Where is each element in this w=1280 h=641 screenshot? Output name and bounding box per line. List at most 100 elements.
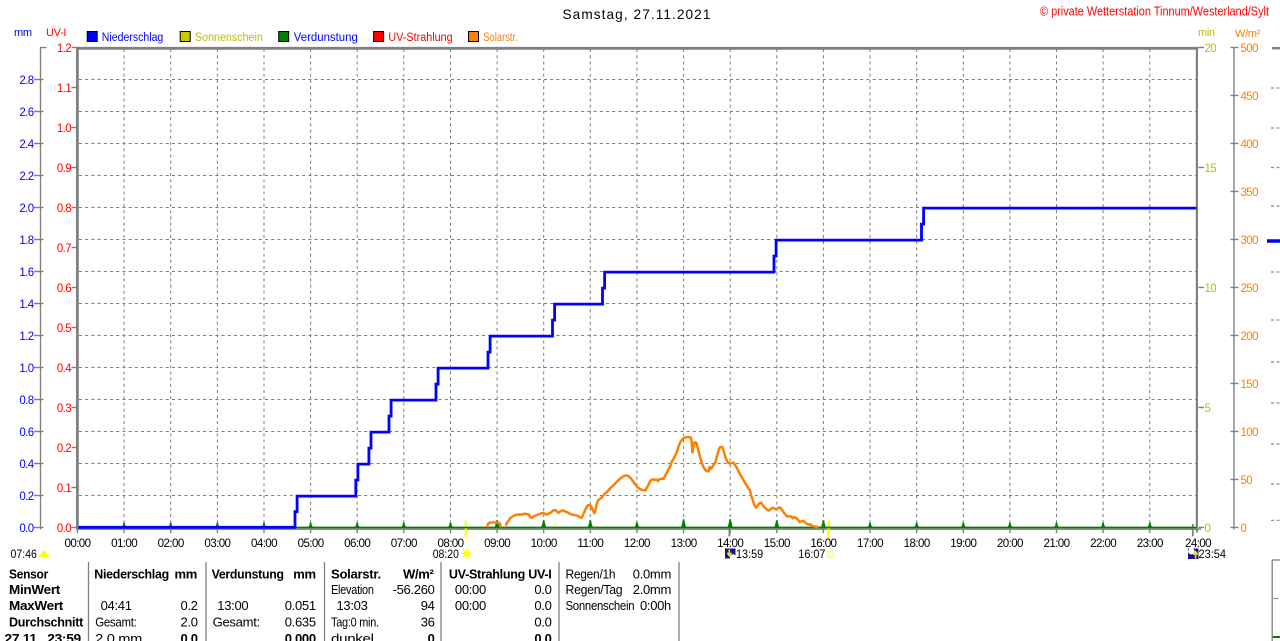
svg-text:2.4: 2.4 bbox=[19, 139, 34, 151]
svg-text:-56.260: -56.260 bbox=[393, 582, 435, 597]
svg-text:0.0: 0.0 bbox=[534, 631, 551, 641]
svg-text:400: 400 bbox=[1241, 139, 1259, 151]
svg-text:1.0: 1.0 bbox=[19, 363, 33, 375]
svg-text:13:59: 13:59 bbox=[736, 549, 763, 561]
svg-text:0.9: 0.9 bbox=[57, 163, 71, 175]
svg-text:0.7: 0.7 bbox=[57, 243, 71, 255]
svg-text:15:00: 15:00 bbox=[764, 538, 790, 550]
svg-text:0.0: 0.0 bbox=[534, 582, 551, 597]
svg-text:02:00: 02:00 bbox=[158, 538, 184, 550]
svg-text:04:00: 04:00 bbox=[251, 538, 277, 550]
svg-text:0.6: 0.6 bbox=[57, 283, 71, 295]
svg-text:20:00: 20:00 bbox=[997, 538, 1023, 550]
svg-text:23:54: 23:54 bbox=[1199, 549, 1227, 561]
svg-text:350: 350 bbox=[1241, 187, 1259, 199]
svg-text:10: 10 bbox=[1205, 283, 1217, 295]
svg-text:500: 500 bbox=[1241, 43, 1259, 55]
svg-text:20: 20 bbox=[1205, 43, 1217, 55]
svg-text:94: 94 bbox=[421, 598, 435, 613]
svg-text:min: min bbox=[1198, 27, 1215, 39]
svg-text:08:00: 08:00 bbox=[438, 538, 464, 550]
svg-text:0.3: 0.3 bbox=[57, 403, 71, 415]
svg-text:18:00: 18:00 bbox=[904, 538, 930, 550]
svg-text:200: 200 bbox=[1241, 331, 1259, 343]
svg-text:1.4: 1.4 bbox=[19, 299, 34, 311]
svg-text:Elevation: Elevation bbox=[331, 582, 374, 597]
svg-text:24:00: 24:00 bbox=[1185, 538, 1211, 550]
svg-text:1.1: 1.1 bbox=[57, 83, 71, 95]
svg-text:05:00: 05:00 bbox=[298, 538, 324, 550]
svg-text:1.2: 1.2 bbox=[57, 43, 71, 55]
svg-text:5: 5 bbox=[1205, 403, 1211, 415]
svg-text:0.0: 0.0 bbox=[19, 523, 33, 535]
svg-text:Sonnenschein: Sonnenschein bbox=[195, 32, 263, 44]
svg-text:mm: mm bbox=[293, 567, 316, 582]
svg-text:2.6: 2.6 bbox=[19, 107, 33, 119]
svg-text:09:00: 09:00 bbox=[484, 538, 510, 550]
svg-text:0.0mm: 0.0mm bbox=[633, 567, 671, 582]
svg-text:00:00: 00:00 bbox=[65, 538, 91, 550]
svg-text:0.2: 0.2 bbox=[181, 598, 198, 613]
svg-text:0.000: 0.000 bbox=[285, 631, 316, 641]
svg-text:04:41: 04:41 bbox=[101, 598, 132, 613]
svg-text:0.0: 0.0 bbox=[181, 631, 198, 641]
svg-text:1.6: 1.6 bbox=[19, 267, 33, 279]
svg-text:Gesamt:: Gesamt: bbox=[213, 615, 260, 630]
svg-text:23:00: 23:00 bbox=[1137, 538, 1163, 550]
svg-text:14:00: 14:00 bbox=[717, 538, 743, 550]
svg-text:2.8: 2.8 bbox=[19, 75, 33, 87]
svg-text:2.0mm: 2.0mm bbox=[633, 582, 671, 597]
svg-text:150: 150 bbox=[1241, 379, 1259, 391]
svg-text:0.051: 0.051 bbox=[285, 598, 316, 613]
svg-text:MinWert: MinWert bbox=[9, 582, 61, 597]
svg-text:0.6: 0.6 bbox=[19, 427, 33, 439]
svg-text:13:03: 13:03 bbox=[337, 598, 368, 613]
svg-text:36: 36 bbox=[421, 615, 435, 630]
svg-text:11:00: 11:00 bbox=[577, 538, 603, 550]
svg-text:0.4: 0.4 bbox=[19, 459, 34, 471]
svg-text:Solarstr.: Solarstr. bbox=[331, 567, 381, 582]
svg-text:19:00: 19:00 bbox=[950, 538, 976, 550]
svg-text:100: 100 bbox=[1241, 427, 1259, 439]
svg-text:50: 50 bbox=[1241, 475, 1253, 487]
svg-text:Sonnenschein: Sonnenschein bbox=[566, 598, 635, 613]
svg-text:mm: mm bbox=[174, 567, 197, 582]
svg-text:Regen/1h: Regen/1h bbox=[566, 567, 616, 582]
svg-text:22:00: 22:00 bbox=[1090, 538, 1116, 550]
svg-text:300: 300 bbox=[1241, 235, 1259, 247]
svg-text:Regen/Tag: Regen/Tag bbox=[566, 582, 623, 597]
svg-text:03:00: 03:00 bbox=[204, 538, 230, 550]
svg-text:450: 450 bbox=[1241, 91, 1259, 103]
svg-text:16:00: 16:00 bbox=[810, 538, 836, 550]
svg-text:UV-I: UV-I bbox=[46, 27, 66, 39]
svg-text:0.635: 0.635 bbox=[285, 615, 316, 630]
svg-text:01:00: 01:00 bbox=[111, 538, 137, 550]
svg-text:00:00: 00:00 bbox=[455, 598, 486, 613]
svg-text:0: 0 bbox=[1205, 523, 1211, 535]
svg-text:2.2: 2.2 bbox=[19, 171, 33, 183]
svg-text:07:46: 07:46 bbox=[11, 549, 37, 561]
svg-text:250: 250 bbox=[1241, 283, 1259, 295]
svg-text:16:07: 16:07 bbox=[798, 549, 825, 561]
svg-text:0: 0 bbox=[428, 631, 435, 641]
svg-text:10:00: 10:00 bbox=[531, 538, 557, 550]
svg-text:Durchschnitt: Durchschnitt bbox=[9, 615, 84, 630]
svg-text:0:00h: 0:00h bbox=[640, 598, 671, 613]
svg-text:0.5: 0.5 bbox=[57, 323, 71, 335]
svg-text:0.1: 0.1 bbox=[57, 483, 71, 495]
svg-text:1.0: 1.0 bbox=[57, 123, 71, 135]
svg-text:07:00: 07:00 bbox=[391, 538, 417, 550]
svg-text:2.0 mm: 2.0 mm bbox=[95, 631, 142, 641]
svg-text:Solarstr.: Solarstr. bbox=[483, 32, 517, 44]
svg-text:0.0: 0.0 bbox=[534, 598, 551, 613]
svg-text:dunkel: dunkel bbox=[331, 631, 374, 641]
svg-text:Sensor: Sensor bbox=[9, 567, 48, 582]
svg-text:1.2: 1.2 bbox=[19, 331, 33, 343]
svg-text:0.0: 0.0 bbox=[57, 523, 71, 535]
svg-text:© private Wetterstation Tinnum: © private Wetterstation Tinnum/Westerlan… bbox=[1040, 5, 1269, 19]
svg-text:2.0: 2.0 bbox=[181, 615, 198, 630]
svg-text:12:00: 12:00 bbox=[624, 538, 650, 550]
svg-text:08:20: 08:20 bbox=[433, 549, 459, 561]
svg-text:27.11. 23:59: 27.11. 23:59 bbox=[5, 631, 81, 641]
svg-text:13:00: 13:00 bbox=[217, 598, 248, 613]
